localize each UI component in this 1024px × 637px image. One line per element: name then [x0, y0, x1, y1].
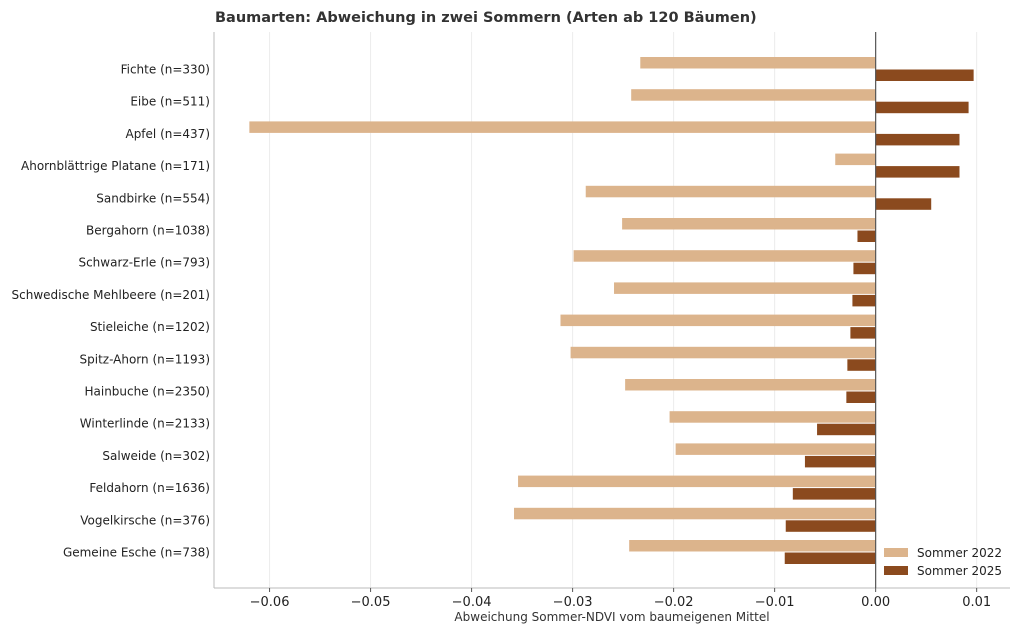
legend-swatch — [884, 566, 908, 575]
x-tick-label: −0.05 — [351, 595, 391, 610]
x-tick-label: −0.06 — [250, 595, 290, 610]
bar-sommer-2022 — [625, 379, 876, 391]
bar-sommer-2025 — [784, 552, 876, 564]
legend: Sommer 2022 Sommer 2025 — [884, 546, 1002, 578]
category-label: Eibe (n=511) — [130, 95, 210, 109]
x-tick-label: −0.01 — [755, 595, 795, 610]
bar-sommer-2025 — [785, 520, 876, 532]
bar-sommer-2022 — [640, 57, 876, 69]
bar-sommer-2022 — [622, 218, 876, 230]
bar-sommer-2022 — [249, 121, 876, 133]
x-tick-label: −0.02 — [654, 595, 694, 610]
category-label: Vogelkirsche (n=376) — [80, 513, 210, 527]
bar-sommer-2025 — [875, 69, 974, 81]
bar-sommer-2025 — [847, 359, 876, 371]
category-label: Winterlinde (n=2133) — [80, 417, 210, 431]
x-tick-label: 0.01 — [962, 595, 991, 610]
category-label: Fichte (n=330) — [121, 63, 210, 77]
category-label: Salweide (n=302) — [102, 449, 210, 463]
bar-sommer-2022 — [631, 89, 876, 101]
bar-sommer-2025 — [875, 101, 969, 114]
legend-label: Sommer 2025 — [917, 564, 1002, 578]
category-label: Sandbirke (n=554) — [96, 191, 210, 205]
bar-sommer-2025 — [846, 391, 876, 403]
legend-label: Sommer 2022 — [917, 546, 1002, 560]
bar-sommer-2025 — [875, 133, 960, 146]
category-labels: Fichte (n=330) Eibe (n=511) Apfel (n=437) A… — [12, 63, 210, 560]
category-label: Stieleiche (n=1202) — [90, 320, 210, 334]
legend-swatch — [884, 548, 908, 557]
bar-sommer-2025 — [852, 294, 876, 307]
bar-sommer-2025 — [875, 198, 932, 210]
bar-sommer-2022 — [835, 153, 876, 166]
x-ticks: −0.06 −0.05 −0.04 −0.03 −0.02 −0.01 0.00 0.01 — [250, 588, 991, 610]
category-label: Schwedische Mehlbeere (n=201) — [12, 288, 210, 302]
bar-sommer-2025 — [857, 230, 876, 242]
axes — [213, 32, 1010, 589]
bar-sommer-2025 — [850, 327, 876, 339]
bar-sommer-2022 — [585, 185, 876, 198]
x-tick-label: 0.00 — [861, 595, 890, 610]
bars — [249, 57, 974, 564]
category-label: Apfel (n=437) — [125, 127, 210, 141]
category-label: Hainbuche (n=2350) — [84, 385, 210, 399]
bar-sommer-2022 — [573, 250, 876, 262]
bar-sommer-2022 — [629, 540, 876, 552]
bar-sommer-2025 — [817, 423, 876, 436]
category-label: Gemeine Esche (n=738) — [63, 546, 210, 560]
bar-sommer-2025 — [804, 455, 876, 468]
x-tick-label: −0.04 — [452, 595, 492, 610]
x-tick-label: −0.03 — [553, 595, 593, 610]
bar-sommer-2025 — [875, 166, 960, 178]
bar-sommer-2022 — [614, 282, 876, 294]
bar-sommer-2022 — [514, 507, 876, 520]
category-label: Spitz-Ahorn (n=1193) — [80, 352, 211, 366]
bar-sommer-2022 — [669, 411, 876, 423]
bar-sommer-2022 — [675, 443, 876, 455]
category-label: Feldahorn (n=1636) — [89, 481, 210, 495]
chart-title: Baumarten: Abweichung in zwei Sommern (A… — [215, 10, 757, 26]
x-axis-label: Abweichung Sommer-NDVI vom baumeigenen M… — [454, 610, 769, 624]
bar-sommer-2022 — [560, 314, 876, 327]
category-label: Schwarz-Erle (n=793) — [78, 256, 210, 270]
grid-lines — [269, 32, 978, 588]
bar-sommer-2025 — [792, 488, 876, 500]
bar-sommer-2025 — [853, 262, 876, 275]
bar-sommer-2022 — [570, 346, 876, 359]
bar-sommer-2022 — [518, 475, 876, 488]
category-label: Bergahorn (n=1038) — [86, 224, 210, 238]
category-label: Ahornblättrige Platane (n=171) — [21, 159, 210, 173]
